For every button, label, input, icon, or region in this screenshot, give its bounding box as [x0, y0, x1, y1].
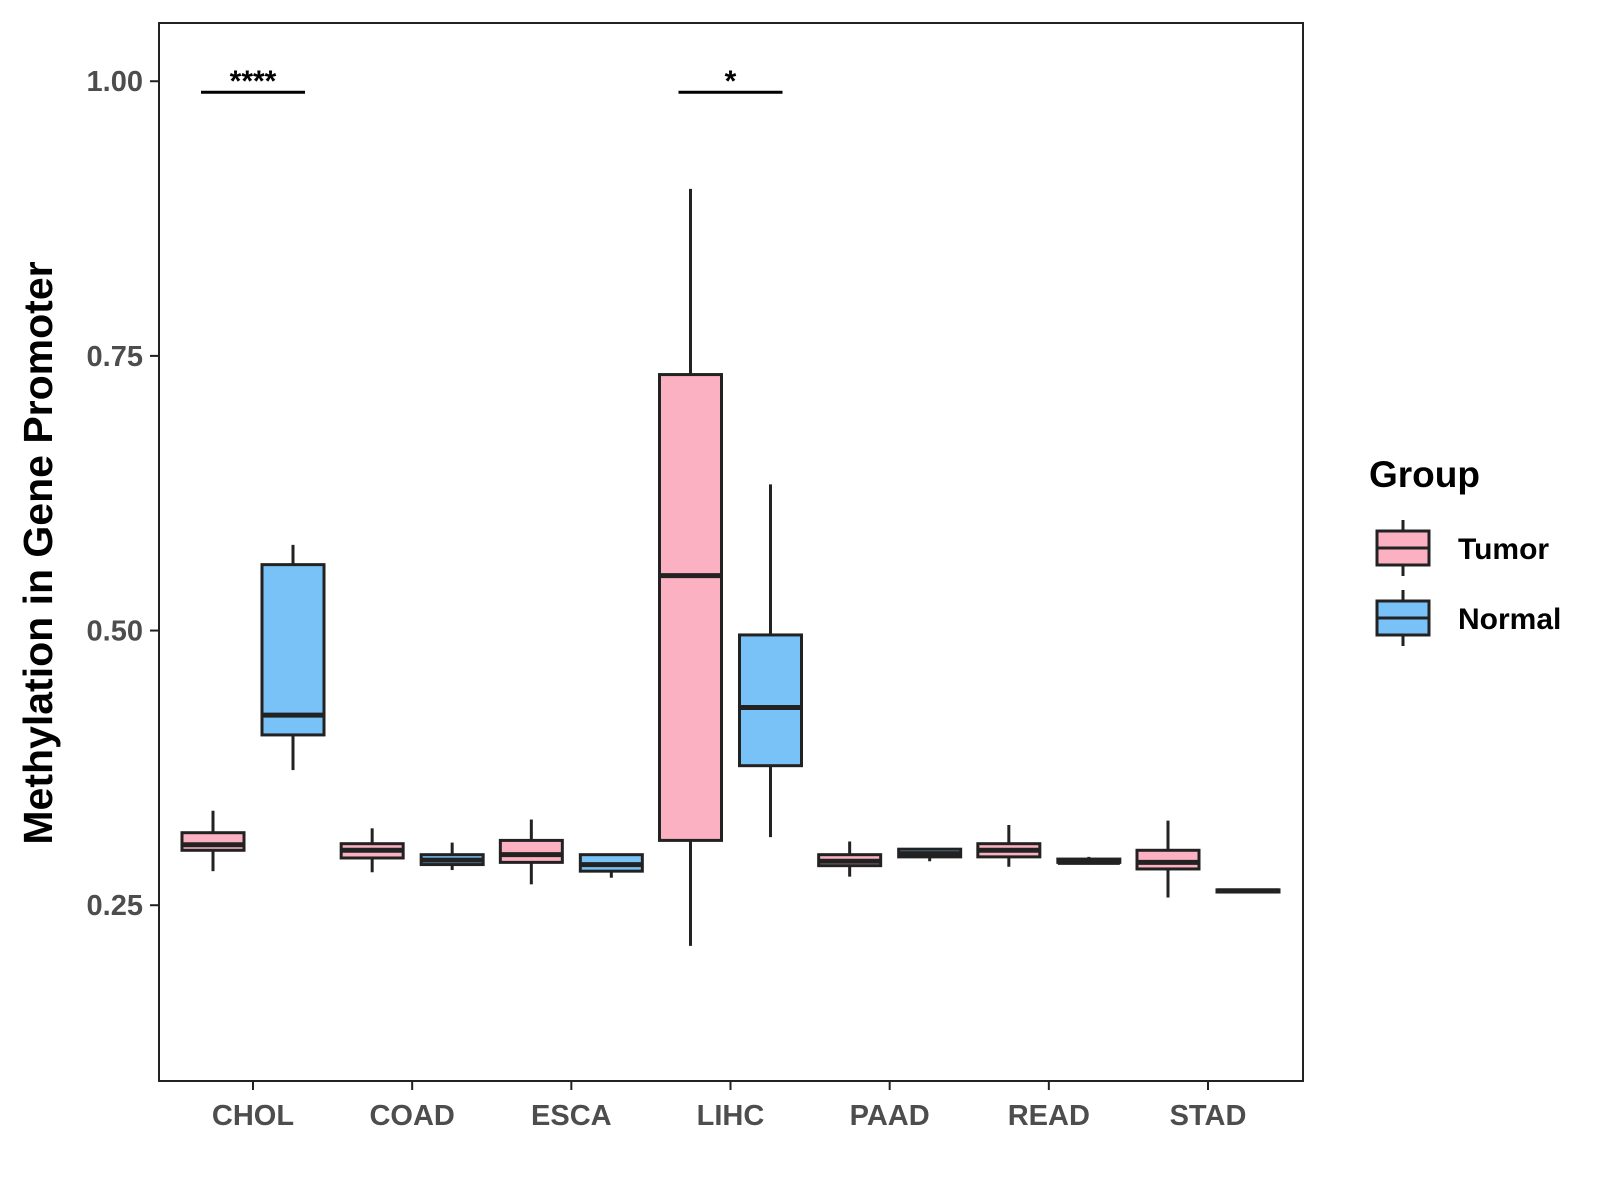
box-tumor-stad	[1135, 820, 1201, 898]
box-body	[1135, 848, 1201, 871]
box-body	[498, 838, 564, 864]
significance-label: ****	[230, 65, 277, 98]
box-normal-chol	[260, 544, 326, 771]
x-axis: CHOL COAD ESCA LIHC PAAD READ STAD	[212, 1081, 1246, 1132]
x-tick-label-read: READ	[1008, 1100, 1090, 1132]
y-tick-label: 0.50	[87, 616, 143, 648]
y-axis-title: Methylation in Gene Promoter	[15, 261, 61, 844]
box-tumor-esca	[498, 819, 564, 885]
x-tick-label-lihc: LIHC	[697, 1100, 765, 1132]
x-tick-label-stad: STAD	[1170, 1100, 1247, 1132]
boxes-layer	[180, 188, 1281, 946]
box-tumor-paad	[817, 841, 883, 877]
y-tick-label: 1.00	[87, 66, 143, 98]
box-tumor-chol	[180, 810, 246, 872]
box-normal-lihc	[738, 484, 803, 838]
box-body	[260, 563, 326, 737]
legend-label: Tumor	[1458, 533, 1549, 566]
legend-item-normal: Normal	[1375, 590, 1561, 646]
box-tumor-coad	[339, 828, 405, 873]
legend-label: Normal	[1458, 603, 1561, 636]
significance-label: *	[725, 65, 737, 98]
box-normal-paad	[897, 847, 963, 862]
box-tumor-lihc	[658, 188, 723, 946]
x-tick-label-esca: ESCA	[531, 1100, 612, 1132]
significance-annotations: **** *	[201, 65, 783, 98]
y-tick-label: 0.25	[87, 890, 143, 922]
y-tick-label: 0.75	[87, 341, 143, 373]
box-normal-read	[1056, 856, 1122, 865]
box-body	[658, 373, 723, 842]
legend-title: Group	[1369, 454, 1480, 495]
box-normal-coad	[419, 842, 485, 871]
x-tick-label-paad: PAAD	[850, 1100, 930, 1132]
legend-item-tumor: Tumor	[1375, 520, 1549, 576]
box-normal-esca	[578, 853, 644, 878]
y-axis: 0.25 0.50 0.75 1.00	[87, 66, 159, 922]
box-body	[738, 633, 803, 768]
legend: Group Tumor Normal	[1369, 454, 1561, 646]
box-body	[180, 831, 246, 852]
x-tick-label-coad: COAD	[369, 1100, 454, 1132]
box-normal-stad	[1215, 888, 1281, 894]
box-tumor-read	[976, 825, 1042, 867]
x-tick-label-chol: CHOL	[212, 1100, 294, 1132]
